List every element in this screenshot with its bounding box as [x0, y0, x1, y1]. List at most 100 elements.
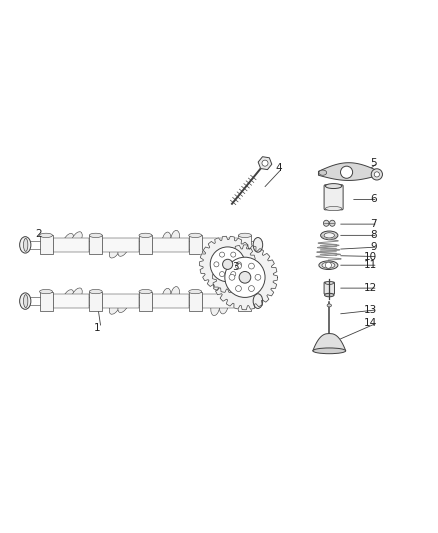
Ellipse shape	[321, 231, 338, 240]
Text: 3: 3	[232, 262, 238, 271]
Ellipse shape	[109, 243, 121, 258]
Ellipse shape	[171, 287, 180, 304]
Ellipse shape	[325, 293, 334, 297]
Polygon shape	[258, 157, 272, 169]
Polygon shape	[238, 292, 251, 311]
Ellipse shape	[324, 233, 335, 238]
Ellipse shape	[171, 230, 180, 247]
Ellipse shape	[139, 233, 152, 238]
Text: 14: 14	[364, 318, 377, 328]
Circle shape	[374, 172, 379, 177]
Text: 6: 6	[370, 195, 377, 205]
Polygon shape	[39, 236, 53, 254]
Ellipse shape	[62, 233, 74, 249]
Polygon shape	[89, 236, 102, 254]
Ellipse shape	[325, 206, 342, 211]
Polygon shape	[53, 294, 89, 308]
Ellipse shape	[24, 295, 28, 308]
Ellipse shape	[319, 261, 338, 270]
Ellipse shape	[253, 238, 263, 252]
Text: 1: 1	[93, 323, 100, 333]
Ellipse shape	[89, 233, 102, 238]
Ellipse shape	[118, 297, 129, 312]
FancyBboxPatch shape	[324, 282, 335, 294]
FancyBboxPatch shape	[324, 185, 343, 210]
Ellipse shape	[24, 238, 28, 252]
Ellipse shape	[325, 281, 334, 285]
Ellipse shape	[323, 220, 329, 227]
Circle shape	[239, 271, 251, 283]
Circle shape	[236, 263, 241, 269]
Polygon shape	[139, 236, 152, 254]
Text: 13: 13	[364, 305, 377, 315]
Text: 10: 10	[364, 252, 377, 262]
Ellipse shape	[253, 294, 263, 309]
Polygon shape	[189, 236, 202, 254]
Circle shape	[231, 271, 236, 277]
Circle shape	[236, 286, 241, 292]
Circle shape	[219, 271, 225, 277]
Circle shape	[219, 252, 225, 257]
Polygon shape	[202, 238, 238, 252]
Polygon shape	[318, 163, 379, 181]
Polygon shape	[152, 238, 189, 252]
Ellipse shape	[39, 233, 53, 238]
Circle shape	[229, 274, 235, 280]
Circle shape	[237, 262, 241, 267]
Polygon shape	[313, 334, 346, 351]
Polygon shape	[89, 292, 102, 311]
Circle shape	[255, 274, 261, 280]
Circle shape	[231, 252, 236, 257]
Ellipse shape	[71, 232, 82, 247]
Ellipse shape	[118, 241, 129, 256]
Text: 12: 12	[364, 283, 377, 293]
Polygon shape	[102, 294, 139, 308]
Circle shape	[262, 160, 268, 166]
Text: 5: 5	[370, 158, 377, 168]
Circle shape	[248, 263, 254, 269]
Polygon shape	[212, 245, 277, 310]
Ellipse shape	[189, 233, 202, 238]
Ellipse shape	[20, 237, 31, 253]
Ellipse shape	[329, 220, 335, 227]
Circle shape	[210, 247, 245, 282]
Ellipse shape	[327, 304, 332, 307]
Ellipse shape	[162, 288, 171, 305]
Ellipse shape	[139, 289, 152, 294]
Text: 2: 2	[35, 230, 42, 239]
Ellipse shape	[325, 183, 342, 189]
Polygon shape	[189, 292, 202, 311]
Polygon shape	[53, 238, 89, 252]
Ellipse shape	[109, 298, 121, 314]
Ellipse shape	[238, 289, 251, 294]
Ellipse shape	[20, 293, 31, 309]
Polygon shape	[39, 292, 53, 311]
Ellipse shape	[39, 289, 53, 294]
Circle shape	[214, 262, 219, 267]
Circle shape	[223, 259, 233, 269]
Circle shape	[340, 166, 353, 178]
Ellipse shape	[162, 232, 171, 249]
Polygon shape	[139, 292, 152, 311]
Ellipse shape	[211, 298, 220, 316]
Polygon shape	[102, 238, 139, 252]
Polygon shape	[152, 294, 189, 308]
Ellipse shape	[322, 262, 335, 268]
Polygon shape	[238, 236, 251, 254]
Text: 11: 11	[364, 260, 377, 270]
Ellipse shape	[211, 243, 220, 260]
Ellipse shape	[62, 289, 74, 305]
Text: 4: 4	[275, 163, 282, 173]
Circle shape	[371, 169, 382, 180]
Text: 9: 9	[370, 242, 377, 252]
Ellipse shape	[219, 240, 229, 257]
Ellipse shape	[71, 288, 82, 303]
Ellipse shape	[238, 233, 251, 238]
Circle shape	[248, 286, 254, 292]
Polygon shape	[200, 236, 256, 293]
Ellipse shape	[313, 348, 346, 354]
Ellipse shape	[319, 170, 327, 175]
Text: 7: 7	[370, 219, 377, 229]
Ellipse shape	[89, 289, 102, 294]
Circle shape	[325, 262, 332, 268]
